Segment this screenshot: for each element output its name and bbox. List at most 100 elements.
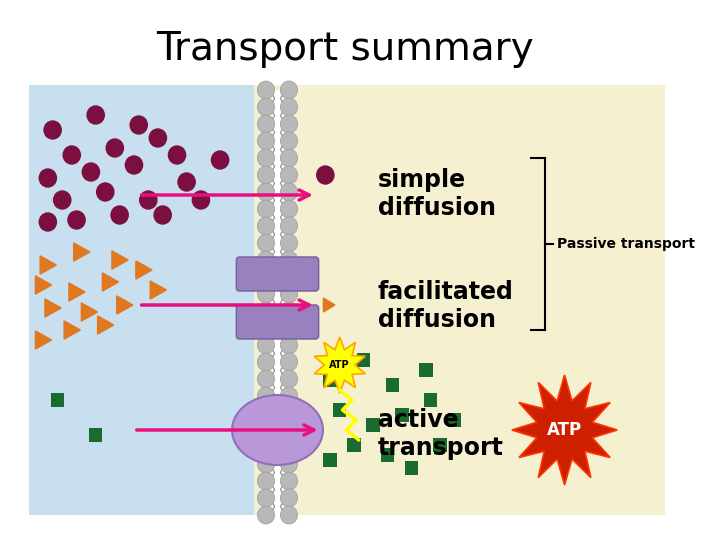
- Circle shape: [257, 302, 274, 320]
- FancyBboxPatch shape: [236, 257, 319, 291]
- Polygon shape: [35, 331, 52, 349]
- Circle shape: [280, 319, 297, 337]
- Circle shape: [107, 139, 123, 157]
- Circle shape: [111, 206, 128, 224]
- Circle shape: [280, 81, 297, 99]
- Bar: [395, 408, 408, 422]
- Text: ATP: ATP: [329, 360, 350, 370]
- Circle shape: [257, 251, 274, 269]
- Circle shape: [96, 183, 114, 201]
- Circle shape: [44, 121, 61, 139]
- Polygon shape: [69, 283, 85, 301]
- Polygon shape: [150, 281, 166, 299]
- Bar: [253, 85, 665, 515]
- Circle shape: [280, 268, 297, 286]
- Polygon shape: [64, 321, 81, 339]
- Circle shape: [257, 183, 274, 201]
- Bar: [270, 90, 284, 515]
- Text: Passive transport: Passive transport: [557, 237, 695, 251]
- Polygon shape: [117, 296, 133, 314]
- Bar: [323, 453, 337, 467]
- Circle shape: [280, 285, 297, 303]
- Polygon shape: [73, 243, 90, 261]
- Text: active
transport: active transport: [378, 408, 504, 460]
- Circle shape: [63, 146, 81, 164]
- Polygon shape: [45, 299, 61, 317]
- Polygon shape: [98, 316, 114, 334]
- Polygon shape: [81, 303, 97, 321]
- Circle shape: [257, 115, 274, 133]
- Bar: [366, 418, 380, 432]
- Bar: [89, 428, 102, 442]
- Circle shape: [68, 211, 85, 229]
- Circle shape: [257, 234, 274, 252]
- Circle shape: [280, 404, 297, 422]
- Polygon shape: [112, 251, 128, 269]
- Text: simple
diffusion: simple diffusion: [378, 168, 496, 220]
- Circle shape: [257, 268, 274, 286]
- Circle shape: [257, 472, 274, 490]
- Circle shape: [280, 506, 297, 524]
- Bar: [381, 448, 395, 462]
- Circle shape: [280, 336, 297, 354]
- Circle shape: [257, 166, 274, 184]
- Circle shape: [280, 217, 297, 235]
- Polygon shape: [314, 337, 365, 393]
- Polygon shape: [40, 256, 56, 274]
- Circle shape: [257, 489, 274, 507]
- Bar: [333, 403, 346, 417]
- Circle shape: [130, 116, 148, 134]
- Circle shape: [257, 149, 274, 167]
- Circle shape: [257, 81, 274, 99]
- Ellipse shape: [232, 395, 323, 465]
- FancyBboxPatch shape: [236, 305, 319, 339]
- Polygon shape: [35, 276, 52, 294]
- Circle shape: [39, 169, 56, 187]
- Polygon shape: [136, 261, 152, 279]
- Circle shape: [257, 438, 274, 456]
- Circle shape: [317, 166, 334, 184]
- Circle shape: [257, 217, 274, 235]
- Circle shape: [280, 132, 297, 150]
- Circle shape: [280, 489, 297, 507]
- Polygon shape: [512, 375, 617, 485]
- Circle shape: [257, 455, 274, 473]
- Circle shape: [280, 234, 297, 252]
- Text: facilitated
diffusion: facilitated diffusion: [378, 280, 514, 332]
- Circle shape: [280, 438, 297, 456]
- Circle shape: [280, 302, 297, 320]
- Circle shape: [280, 166, 297, 184]
- Circle shape: [257, 200, 274, 218]
- Circle shape: [87, 106, 104, 124]
- Bar: [405, 461, 418, 475]
- Text: ATP: ATP: [547, 421, 582, 439]
- Circle shape: [280, 421, 297, 439]
- Circle shape: [257, 132, 274, 150]
- Bar: [323, 373, 337, 387]
- Circle shape: [280, 353, 297, 371]
- Circle shape: [192, 191, 210, 209]
- Circle shape: [280, 251, 297, 269]
- Circle shape: [53, 191, 71, 209]
- Circle shape: [140, 191, 157, 209]
- Circle shape: [257, 404, 274, 422]
- Circle shape: [125, 156, 143, 174]
- Circle shape: [280, 387, 297, 405]
- Circle shape: [280, 149, 297, 167]
- Circle shape: [212, 151, 229, 169]
- Bar: [424, 393, 437, 407]
- Circle shape: [168, 146, 186, 164]
- Bar: [419, 363, 433, 377]
- Bar: [433, 438, 447, 452]
- Circle shape: [39, 213, 56, 231]
- Circle shape: [280, 183, 297, 201]
- Text: Transport summary: Transport summary: [156, 30, 534, 68]
- Bar: [448, 413, 462, 427]
- Circle shape: [280, 98, 297, 116]
- Circle shape: [149, 129, 166, 147]
- Bar: [386, 378, 399, 392]
- Circle shape: [257, 421, 274, 439]
- Circle shape: [178, 173, 195, 191]
- Circle shape: [280, 370, 297, 388]
- Circle shape: [257, 336, 274, 354]
